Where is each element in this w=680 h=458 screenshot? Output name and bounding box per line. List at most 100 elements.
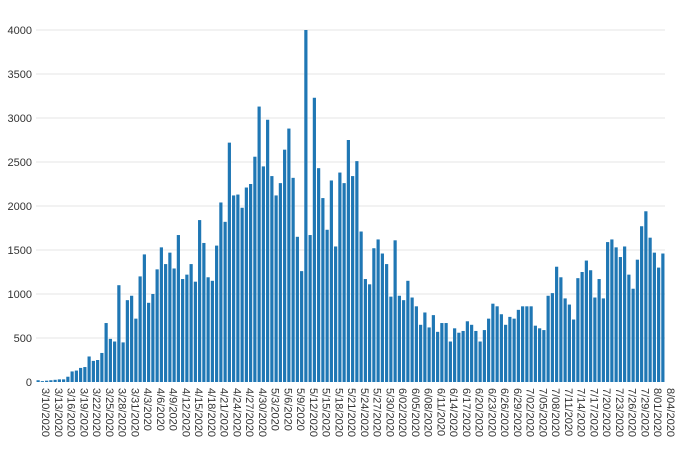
bar <box>363 279 367 382</box>
bar <box>130 295 134 382</box>
bar <box>580 272 584 382</box>
bar <box>168 252 172 382</box>
bar <box>593 297 597 382</box>
bar <box>567 304 571 382</box>
bar <box>427 327 431 382</box>
bar <box>440 323 444 382</box>
bar <box>525 306 529 382</box>
x-tick-label: 7/23/2020 <box>613 388 625 437</box>
bar <box>125 300 129 382</box>
x-tick-label: 7/02/2020 <box>524 388 536 437</box>
bar <box>546 295 550 382</box>
bar <box>278 183 282 382</box>
bar <box>389 296 393 382</box>
bar <box>572 319 576 382</box>
bar <box>376 239 380 382</box>
y-tick-label: 500 <box>14 333 32 345</box>
x-tick-label: 8/04/2020 <box>664 388 676 437</box>
bar <box>478 341 482 382</box>
bar <box>283 149 287 382</box>
x-tick-label: 4/9/2020 <box>167 388 179 431</box>
y-tick-label: 2500 <box>8 157 32 169</box>
x-axis-ticks: 3/10/2020 3/13/2020 3/16/2020 3/19/2020 3/22… <box>39 388 676 437</box>
bar <box>385 264 389 382</box>
bar <box>312 97 316 382</box>
x-tick-label: 7/05/2020 <box>536 388 548 437</box>
x-tick-label: 6/23/2020 <box>485 388 497 437</box>
bar <box>648 237 652 382</box>
bar <box>49 380 53 382</box>
bar <box>623 246 627 382</box>
bar <box>185 274 189 382</box>
bar <box>227 142 231 382</box>
x-tick-label: 6/08/2020 <box>422 388 434 437</box>
x-tick-label: 3/25/2020 <box>103 388 115 437</box>
bar <box>202 242 206 382</box>
x-tick-label: 5/30/2020 <box>383 388 395 437</box>
bar <box>474 330 478 382</box>
bar <box>529 306 533 382</box>
bar <box>601 298 605 382</box>
x-tick-label: 6/17/2020 <box>460 388 472 437</box>
bar <box>512 318 516 382</box>
bar <box>155 269 159 382</box>
x-tick-label: 7/17/2020 <box>587 388 599 437</box>
bar <box>465 321 469 382</box>
bar <box>482 330 486 382</box>
bar <box>62 379 66 382</box>
x-tick-label: 3/28/2020 <box>116 388 128 437</box>
bar <box>606 242 610 382</box>
bar <box>198 220 202 382</box>
bar <box>57 379 61 382</box>
x-tick-label: 3/10/2020 <box>39 388 51 437</box>
bar <box>550 293 554 382</box>
y-tick-label: 0 <box>26 377 32 389</box>
bar <box>134 318 138 382</box>
bar <box>291 177 295 382</box>
bar <box>584 260 588 382</box>
bar <box>338 172 342 382</box>
x-tick-label: 6/26/2020 <box>498 388 510 437</box>
bar <box>346 140 350 382</box>
bar <box>661 253 665 382</box>
y-tick-label: 3500 <box>8 69 32 81</box>
bar <box>453 328 457 382</box>
x-tick-label: 5/12/2020 <box>307 388 319 437</box>
bar <box>355 161 359 382</box>
bar <box>219 202 223 382</box>
bar <box>274 195 278 382</box>
bar <box>635 259 639 382</box>
bar <box>372 248 376 382</box>
y-tick-label: 1500 <box>8 245 32 257</box>
bar <box>423 312 427 382</box>
x-tick-label: 3/13/2020 <box>52 388 64 437</box>
bar <box>610 239 614 382</box>
bar <box>342 183 346 382</box>
x-tick-label: 5/3/2020 <box>269 388 281 431</box>
bar <box>563 298 567 382</box>
bar <box>359 231 363 382</box>
bar <box>499 314 503 382</box>
x-tick-label: 5/9/2020 <box>294 388 306 431</box>
bar <box>142 254 146 382</box>
bar <box>117 285 121 382</box>
bar <box>172 268 176 382</box>
bar <box>397 295 401 382</box>
x-tick-label: 4/15/2020 <box>192 388 204 437</box>
bar <box>461 330 465 382</box>
bar <box>53 379 57 382</box>
bar <box>232 195 236 382</box>
bar <box>87 356 91 382</box>
bar <box>614 247 618 382</box>
x-tick-label: 4/3/2020 <box>141 388 153 431</box>
bar <box>151 294 155 382</box>
x-tick-label: 5/15/2020 <box>320 388 332 437</box>
bar <box>304 30 308 382</box>
x-tick-label: 6/20/2020 <box>473 388 485 437</box>
bar <box>266 119 270 382</box>
y-axis-ticks: 0 500 1000 1500 2000 2500 3000 3500 4000 <box>8 25 32 389</box>
bar <box>559 277 563 382</box>
bar <box>100 352 104 382</box>
y-tick-label: 1000 <box>8 289 32 301</box>
